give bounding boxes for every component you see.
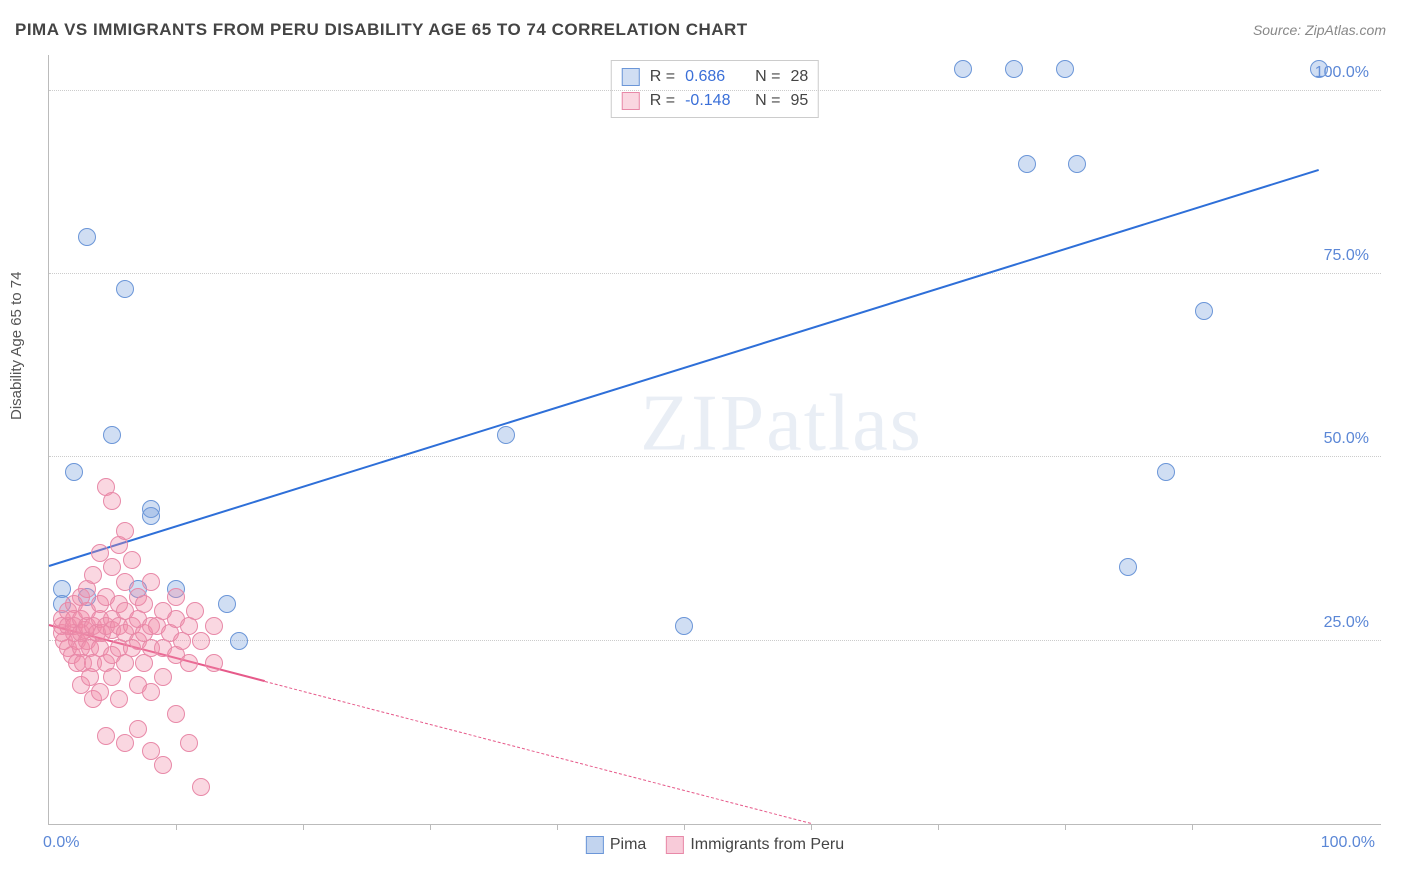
legend-label: Pima	[610, 836, 646, 854]
x-tick	[430, 824, 431, 830]
data-point	[1005, 60, 1023, 78]
data-point	[103, 492, 121, 510]
data-point	[1157, 463, 1175, 481]
x-tick-label: 100.0%	[1321, 834, 1375, 852]
data-point	[192, 778, 210, 796]
legend-swatch	[622, 92, 640, 110]
data-point	[1310, 60, 1328, 78]
data-point	[218, 595, 236, 613]
data-point	[103, 426, 121, 444]
trend-line	[265, 681, 811, 824]
data-point	[1195, 302, 1213, 320]
data-point	[116, 573, 134, 591]
data-point	[123, 551, 141, 569]
y-axis-label: Disability Age 65 to 74	[8, 272, 25, 420]
x-tick	[1192, 824, 1193, 830]
x-tick	[938, 824, 939, 830]
data-point	[116, 734, 134, 752]
legend-item: Immigrants from Peru	[666, 836, 844, 854]
gridline-h	[49, 456, 1381, 457]
legend-label: Immigrants from Peru	[690, 836, 844, 854]
data-point	[135, 595, 153, 613]
gridline-h	[49, 273, 1381, 274]
data-point	[97, 727, 115, 745]
data-point	[154, 668, 172, 686]
data-point	[116, 280, 134, 298]
source-name: ZipAtlas.com	[1305, 22, 1386, 38]
legend-swatch	[586, 836, 604, 854]
r-value: 0.686	[685, 68, 745, 86]
n-value: 95	[790, 92, 808, 110]
n-label: N =	[755, 92, 780, 110]
r-label: R =	[650, 92, 675, 110]
n-label: N =	[755, 68, 780, 86]
data-point	[129, 720, 147, 738]
data-point	[1018, 155, 1036, 173]
x-tick	[176, 824, 177, 830]
gridline-h	[49, 640, 1381, 641]
data-point	[116, 522, 134, 540]
data-point	[103, 558, 121, 576]
data-point	[142, 507, 160, 525]
x-tick	[1065, 824, 1066, 830]
data-point	[186, 602, 204, 620]
data-point	[954, 60, 972, 78]
data-point	[142, 683, 160, 701]
data-point	[84, 566, 102, 584]
gridline-h	[49, 90, 1381, 91]
data-point	[497, 426, 515, 444]
data-point	[167, 705, 185, 723]
r-value: -0.148	[685, 92, 745, 110]
data-point	[1068, 155, 1086, 173]
data-point	[78, 228, 96, 246]
legend-item: Pima	[586, 836, 646, 854]
data-point	[142, 573, 160, 591]
x-tick	[811, 824, 812, 830]
data-point	[192, 632, 210, 650]
x-tick	[303, 824, 304, 830]
data-point	[142, 742, 160, 760]
x-tick	[684, 824, 685, 830]
data-point	[1119, 558, 1137, 576]
x-tick	[557, 824, 558, 830]
legend-row: R = 0.686 N = 28	[622, 65, 808, 89]
trend-line	[49, 169, 1319, 567]
data-point	[180, 654, 198, 672]
legend-swatch	[666, 836, 684, 854]
data-point	[91, 544, 109, 562]
data-point	[103, 668, 121, 686]
n-value: 28	[790, 68, 808, 86]
data-point	[167, 588, 185, 606]
data-point	[230, 632, 248, 650]
data-point	[110, 690, 128, 708]
legend-row: R = -0.148 N = 95	[622, 89, 808, 113]
y-tick-label: 25.0%	[1324, 614, 1369, 632]
y-tick-label: 50.0%	[1324, 430, 1369, 448]
r-label: R =	[650, 68, 675, 86]
data-point	[180, 734, 198, 752]
y-tick-label: 75.0%	[1324, 247, 1369, 265]
data-point	[205, 617, 223, 635]
legend-swatch	[622, 68, 640, 86]
scatter-chart: ZIPatlas R = 0.686N = 28R = -0.148N = 95…	[48, 55, 1381, 825]
data-point	[205, 654, 223, 672]
source-attribution: Source: ZipAtlas.com	[1253, 22, 1386, 38]
x-tick-label: 0.0%	[43, 834, 79, 852]
chart-title: PIMA VS IMMIGRANTS FROM PERU DISABILITY …	[15, 20, 748, 40]
data-point	[65, 463, 83, 481]
series-legend: Pima Immigrants from Peru	[586, 836, 844, 854]
source-prefix: Source:	[1253, 22, 1305, 38]
data-point	[1056, 60, 1074, 78]
data-point	[675, 617, 693, 635]
data-point	[91, 683, 109, 701]
data-point	[154, 756, 172, 774]
